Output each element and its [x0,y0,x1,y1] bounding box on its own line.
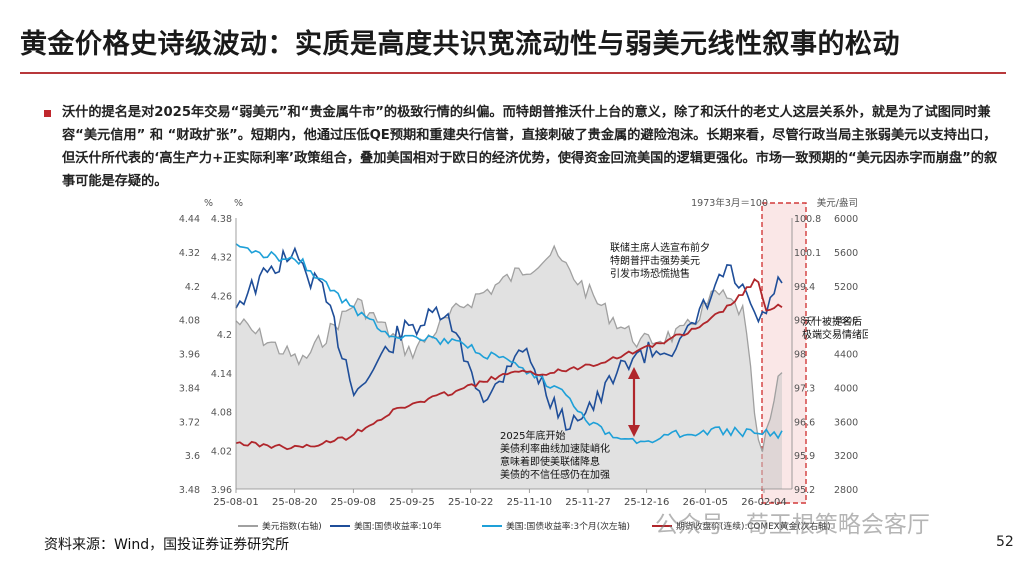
left-inner-axis-tick-label: 4.08 [211,408,232,419]
right-inner-axis-tick-label: 95.9 [794,451,815,462]
source-note: 资料来源：Wind，国投证券证券研究所 [44,537,290,553]
right-outer-axis-tick-label: 5600 [834,248,858,259]
body-paragraph: 沃什的提名是对2025年交易“弱美元”和“贵金属牛市”的极致行情的纠偏。而特朗普… [62,105,998,189]
right-outer-axis-tick-label: 4400 [834,350,858,361]
right-inner-axis-tick-label: 100.1 [794,248,821,259]
annotation-line: 引发市场恐慌抛售 [610,267,690,280]
annotation-line: 意味着即使美联储降息 [500,455,600,468]
x-tick-label: 26-01-05 [683,497,728,508]
left-outer-axis-tick-label: 3.6 [185,451,200,462]
legend-label: 美国:国债收益率:3个月(次左轴) [506,520,630,532]
right-outer-axis-tick-label: 2800 [834,485,858,496]
left-outer-axis-tick-label: 3.96 [179,350,200,361]
series-line-3m [235,243,783,445]
annotation-line: 特朗普抨击强势美元 [610,254,700,267]
right-inner-axis-tick-label: 100.8 [794,214,821,225]
annotation-arrow-head-up [628,367,640,379]
right-outer-axis-tick-label: 3200 [834,451,858,462]
annotation-arrow-head-down [628,425,640,437]
x-tick-label: 25-09-25 [389,497,434,508]
chart-svg: 3.48 3.6 3.72 3.84 3.96 4.08 4.2 4.32 4.44 3.96 4.… [179,197,882,532]
x-tick-label: 26-02-04 [741,497,786,508]
right-inner-axis-tick-label: 97.3 [794,383,815,394]
right-outer-axis-tick-label: 6000 [834,214,858,225]
left-inner-axis-tick-label: 4.14 [211,369,232,380]
page-number: 52 [996,534,1014,550]
annotation-line: 美债的不信任感仍在加强 [500,468,610,481]
right-inner-axis-tick-label: 95.2 [794,485,815,496]
series-line-10y [235,246,783,431]
annotation-line: 极端交易情绪回摆 [802,328,868,341]
bullet-square-icon [44,110,51,117]
page-title: 黄金价格史诗级波动：实质是高度共识宽流动性与弱美元线性叙事的松动 [20,29,900,60]
annotation-line: 2025年底开始 [500,429,565,442]
legend-label: 期货收盘价(连续):COMEX黄金(次右轴) [676,520,831,532]
chart-container: 3.48 3.6 3.72 3.84 3.96 4.08 4.2 4.32 4.44 3.96 4.… [178,193,882,538]
x-tick-label: 25-08-20 [272,497,317,508]
right-inner-axis-tick-label: 98 [794,350,806,361]
right-inner-axis-tick-label: 98.7 [794,316,815,327]
watermark: 公众号 · 荀玉根策略会客厅 [655,512,930,538]
right-outer-axis-tick-label: 5200 [834,282,858,293]
x-tick-label: 25-08-01 [213,497,258,508]
title-divider [20,72,1006,74]
left-inner-axis-tick-label: 3.96 [211,485,232,496]
left-outer-axis-tick-label: 3.72 [179,417,200,428]
right-inner-axis-tick-label: 99.4 [794,282,815,293]
left-inner-axis-tick-label: 4.02 [211,446,232,457]
annotation-line: 沃什被提名后 [802,315,862,328]
annotation-line: 联储主席人选宣布前夕 [610,241,710,254]
usd-index-area [236,246,782,489]
left-outer-axis-tick-label: 3.84 [179,383,200,394]
left-inner-axis-tick-label: 4.2 [217,330,232,341]
right-inner-unit: 1973年3月＝100 [691,197,768,209]
x-tick-label: 25-10-22 [448,497,493,508]
left-inner-unit: % [234,198,243,209]
x-tick-label: 25-11-10 [507,497,552,508]
left-outer-axis-tick-label: 3.48 [179,485,200,496]
series-line-gold [235,277,783,451]
left-outer-axis-tick-label: 4.08 [179,316,200,327]
legend-label: 美国:国债收益率:10年 [354,520,442,532]
left-inner-axis-tick-label: 4.38 [211,214,232,225]
annotation-line: 美债利率曲线加速陡峭化 [500,442,610,455]
right-outer-axis-tick-label: 3600 [834,417,858,428]
left-outer-axis-tick-label: 4.2 [185,282,200,293]
right-inner-axis-tick-label: 96.6 [794,417,815,428]
right-outer-axis-tick-label: 4000 [834,383,858,394]
right-outer-unit: 美元/盎司 [817,197,858,209]
right-outer-axis-tick-label: 4800 [834,316,858,327]
left-outer-axis-tick-label: 4.32 [179,248,200,259]
x-tick-label: 25-12-16 [624,497,669,508]
left-inner-axis-tick-label: 4.26 [211,291,232,302]
left-outer-unit: % [204,198,213,209]
x-tick-label: 25-11-27 [565,497,610,508]
x-tick-label: 25-09-08 [331,497,376,508]
left-outer-axis-tick-label: 4.44 [179,214,200,225]
left-inner-axis-tick-label: 4.32 [211,253,232,264]
legend-label: 美元指数(右轴) [262,520,322,532]
